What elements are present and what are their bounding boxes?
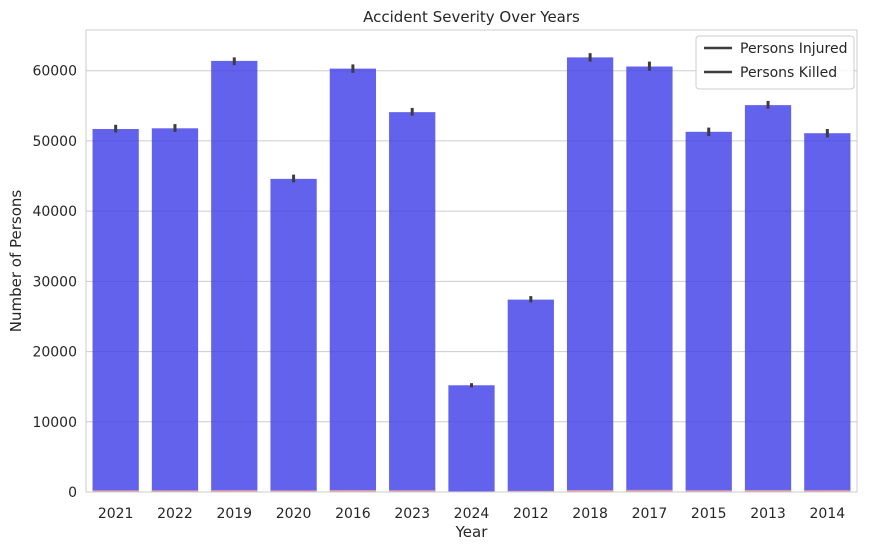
x-tick-label: 2014 [810, 506, 846, 522]
legend: Persons Injured Persons Killed [695, 35, 855, 90]
bar-persons-killed [566, 490, 614, 492]
y-tick-label: 50000 [32, 134, 77, 150]
bar-persons-injured [389, 112, 436, 493]
x-tick-label: 2017 [632, 506, 668, 522]
bar-persons-killed [211, 490, 258, 492]
bar-persons-injured [448, 385, 495, 492]
y-tick-label: 30000 [32, 274, 77, 290]
plot-frame [85, 29, 858, 493]
chart-title: Accident Severity Over Years [363, 8, 580, 26]
legend-box [695, 35, 855, 90]
bar-persons-killed [92, 490, 139, 492]
x-tick-label: 2023 [394, 506, 430, 522]
bar-persons-killed [507, 490, 554, 492]
bar-persons-killed [329, 490, 377, 492]
y-tick-label: 0 [68, 485, 77, 501]
bar-persons-injured [507, 299, 554, 492]
x-tick-label: 2016 [335, 506, 371, 522]
y-tick-label: 60000 [32, 64, 77, 80]
bar-persons-injured [685, 131, 732, 492]
x-tick-label: 2013 [750, 506, 786, 522]
bar-persons-injured [270, 178, 317, 492]
bar-persons-killed [626, 489, 673, 492]
bar-persons-injured [566, 57, 614, 492]
legend-label-injured: Persons Injured [740, 41, 848, 57]
bar-persons-injured [744, 105, 792, 493]
bar-persons-injured [626, 66, 673, 493]
bar-persons-killed [151, 490, 199, 492]
bar-persons-injured [329, 68, 377, 493]
y-tick-labels: 0 10000 20000 30000 40000 50000 60000 [32, 64, 77, 501]
bar-persons-injured [151, 128, 199, 493]
legend-label-killed: Persons Killed [740, 65, 837, 81]
bar-persons-injured [92, 129, 139, 492]
x-tick-labels: 2021 2022 2019 2020 2016 2023 2024 2012 2018 2017… [98, 506, 845, 522]
x-tick-label: 2022 [157, 506, 193, 522]
x-tick-label: 2024 [454, 506, 490, 522]
bar-persons-killed [270, 490, 317, 492]
x-tick-label: 2020 [276, 506, 312, 522]
bar-persons-killed [389, 490, 436, 492]
bar-persons-injured [211, 60, 258, 492]
bar-persons-killed [804, 490, 851, 492]
x-axis-label: Year [455, 523, 489, 541]
bar-persons-injured [804, 133, 851, 492]
bar-persons-killed [685, 490, 732, 492]
bars-group [92, 53, 851, 493]
y-axis-label: Number of Persons [7, 190, 25, 333]
bar-persons-killed [744, 489, 792, 492]
x-tick-label: 2018 [572, 506, 608, 522]
x-tick-label: 2012 [513, 506, 549, 522]
x-tick-label: 2019 [216, 506, 252, 522]
y-tick-label: 40000 [32, 204, 77, 220]
y-tick-label: 20000 [32, 345, 77, 361]
y-tick-label: 10000 [32, 415, 77, 431]
x-tick-label: 2015 [691, 506, 727, 522]
x-tick-label: 2021 [98, 506, 134, 522]
